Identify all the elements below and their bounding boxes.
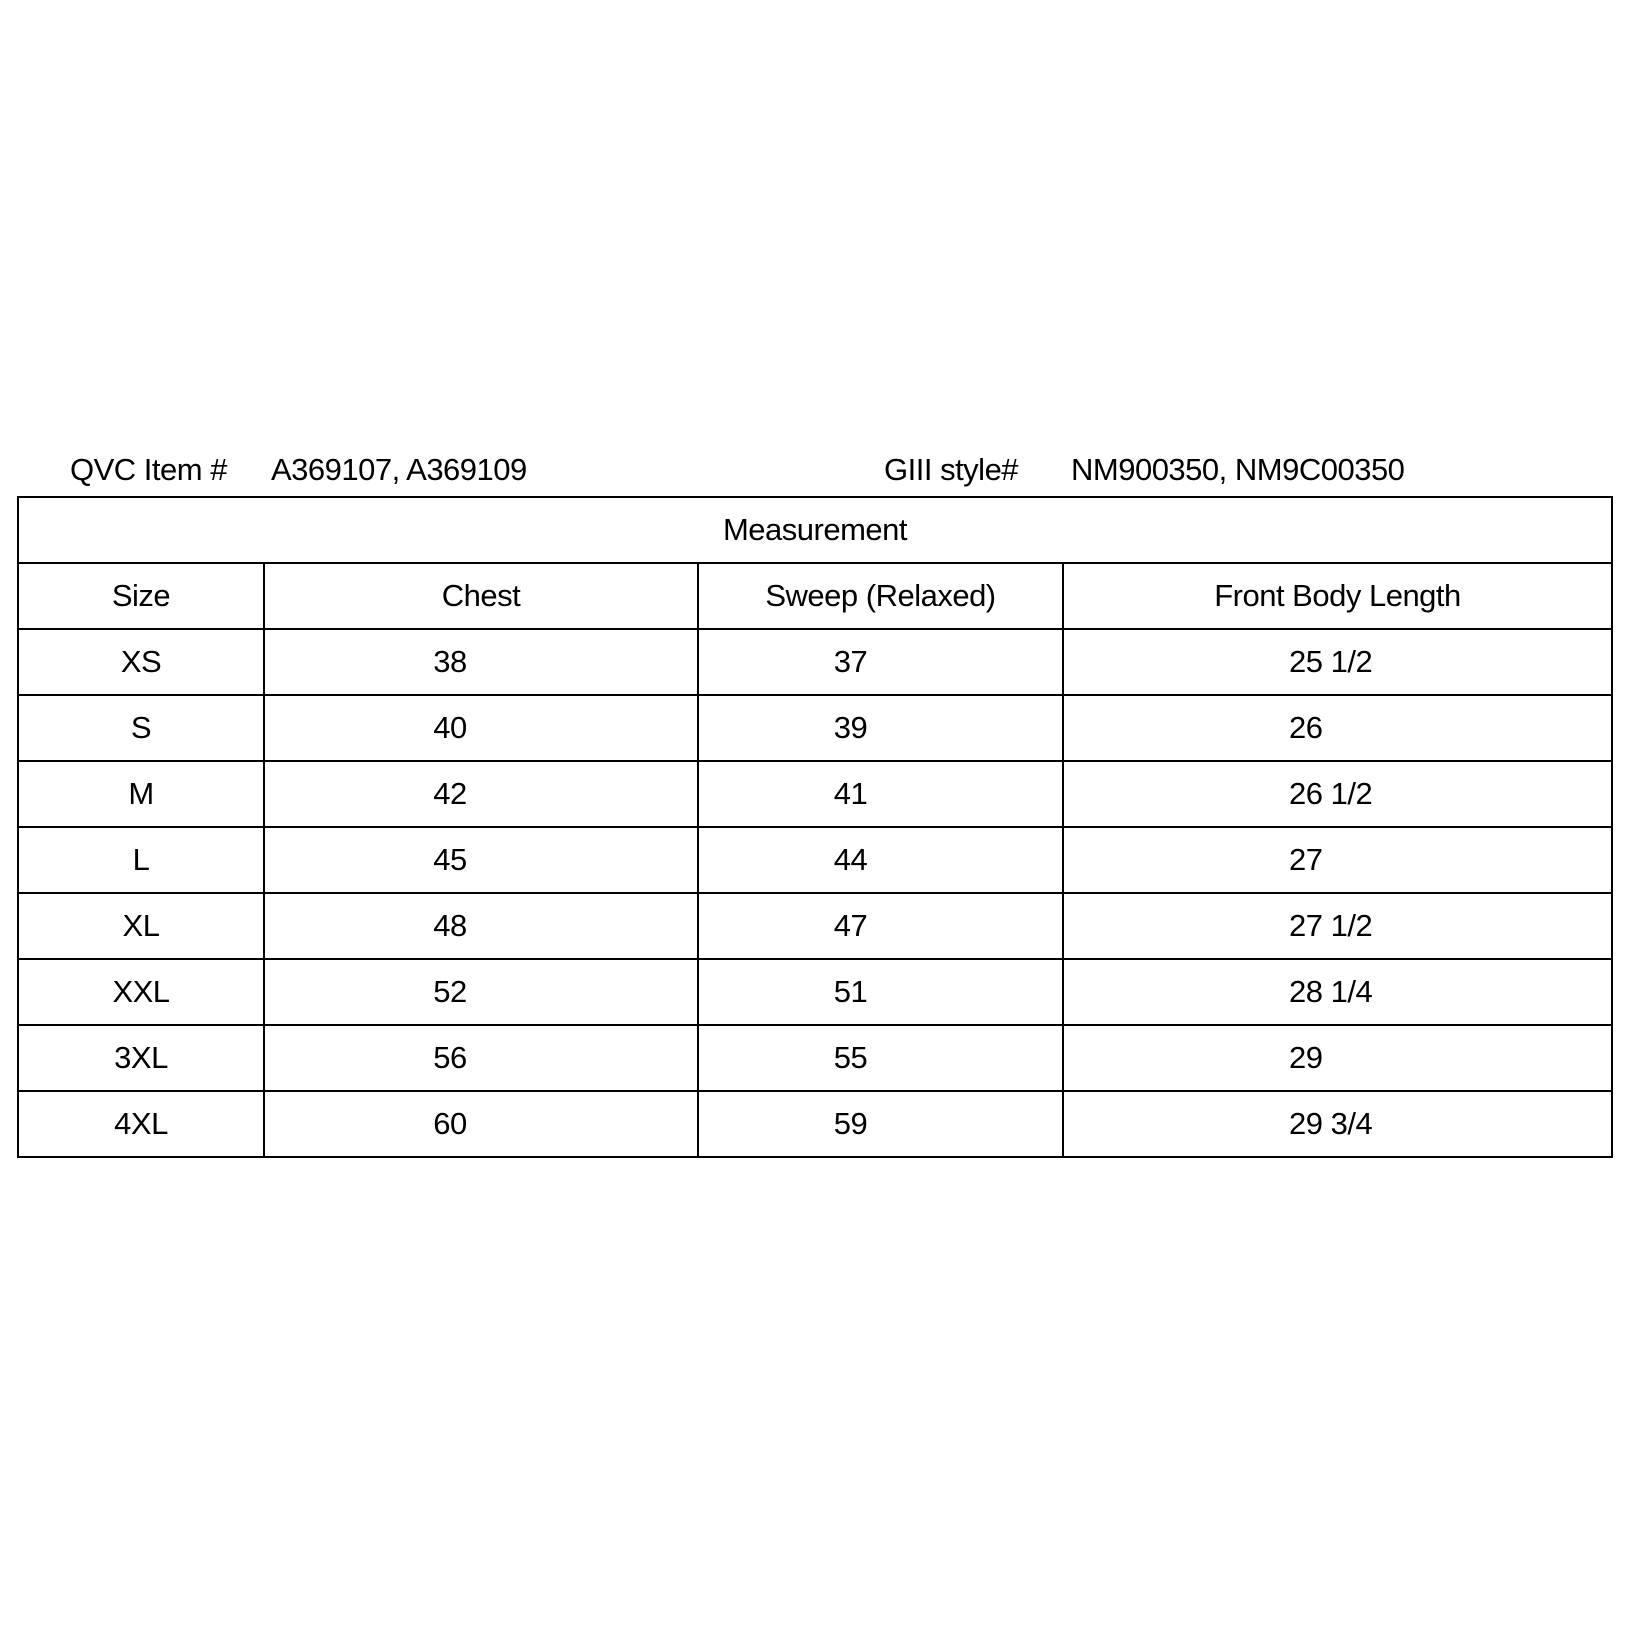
cell-size: S — [17, 694, 265, 762]
qvc-item-value: A369107, A369109 — [271, 452, 527, 487]
cell-sweep: 41 — [697, 760, 1064, 828]
cell-size: 3XL — [17, 1024, 265, 1092]
table-row: M 42 41 26 1/2 — [17, 760, 1613, 828]
cell-chest: 52 — [263, 958, 699, 1026]
table-row: L 45 44 27 — [17, 826, 1613, 894]
column-header-sweep: Sweep (Relaxed) — [697, 562, 1064, 630]
cell-fbl: 25 1/2 — [1062, 628, 1613, 696]
style-label: GIII style# — [884, 452, 1019, 487]
cell-fbl: 27 — [1062, 826, 1613, 894]
cell-sweep: 39 — [697, 694, 1064, 762]
measurement-table: Measurement Size Chest Sweep (Relaxed) F… — [17, 496, 1613, 1158]
cell-sweep: 51 — [697, 958, 1064, 1026]
table-title: Measurement — [17, 496, 1613, 564]
table-row: 4XL 60 59 29 3/4 — [17, 1090, 1613, 1158]
cell-chest: 45 — [263, 826, 699, 894]
cell-fbl: 27 1/2 — [1062, 892, 1613, 960]
column-header-size: Size — [17, 562, 265, 630]
cell-size: M — [17, 760, 265, 828]
cell-size: 4XL — [17, 1090, 265, 1158]
cell-sweep: 44 — [697, 826, 1064, 894]
cell-chest: 40 — [263, 694, 699, 762]
column-header-front-body-length: Front Body Length — [1062, 562, 1613, 630]
cell-sweep: 55 — [697, 1024, 1064, 1092]
cell-size: XS — [17, 628, 265, 696]
cell-fbl: 29 — [1062, 1024, 1613, 1092]
cell-fbl: 26 — [1062, 694, 1613, 762]
qvc-item-label: QVC Item # — [70, 452, 227, 487]
cell-fbl: 28 1/4 — [1062, 958, 1613, 1026]
cell-chest: 48 — [263, 892, 699, 960]
cell-fbl: 29 3/4 — [1062, 1090, 1613, 1158]
table-row: XXL 52 51 28 1/4 — [17, 958, 1613, 1026]
table-row: XS 38 37 25 1/2 — [17, 628, 1613, 696]
cell-fbl: 26 1/2 — [1062, 760, 1613, 828]
column-header-chest: Chest — [263, 562, 699, 630]
cell-chest: 60 — [263, 1090, 699, 1158]
table-row: XL 48 47 27 1/2 — [17, 892, 1613, 960]
cell-sweep: 47 — [697, 892, 1064, 960]
table-row: S 40 39 26 — [17, 694, 1613, 762]
cell-sweep: 59 — [697, 1090, 1064, 1158]
cell-chest: 56 — [263, 1024, 699, 1092]
cell-chest: 42 — [263, 760, 699, 828]
cell-chest: 38 — [263, 628, 699, 696]
table-row: 3XL 56 55 29 — [17, 1024, 1613, 1092]
cell-size: XXL — [17, 958, 265, 1026]
style-value: NM900350, NM9C00350 — [1071, 452, 1405, 487]
cell-size: L — [17, 826, 265, 894]
cell-sweep: 37 — [697, 628, 1064, 696]
cell-size: XL — [17, 892, 265, 960]
